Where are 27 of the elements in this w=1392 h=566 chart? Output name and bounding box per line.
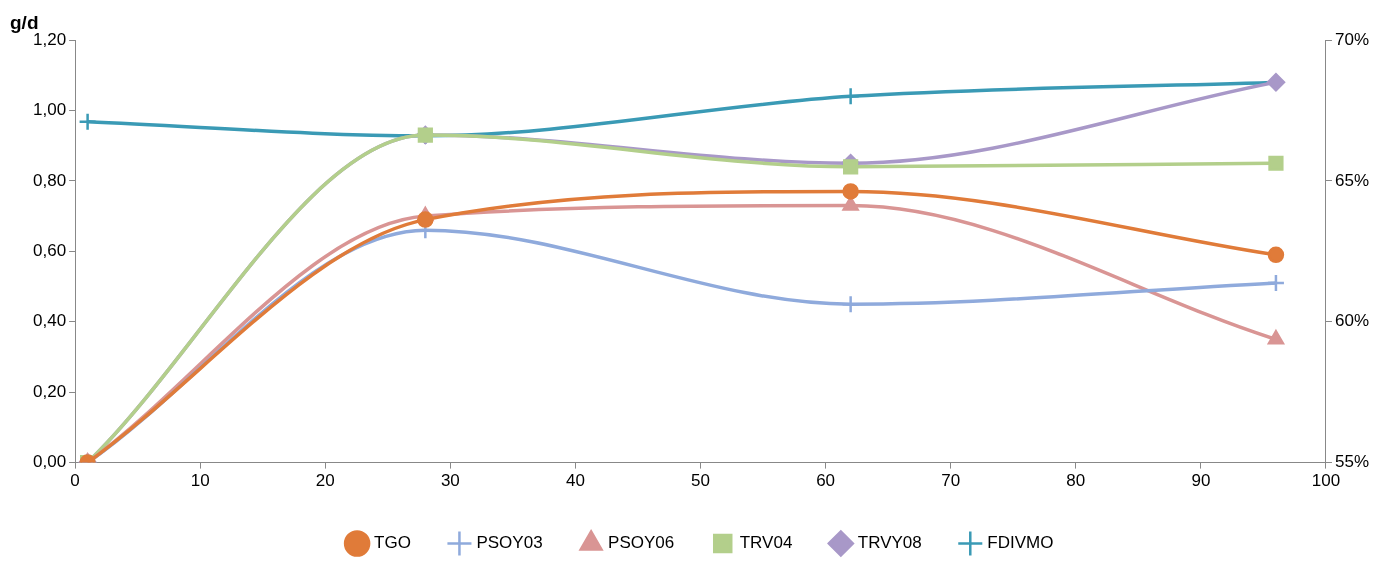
y2-tick-label: 70% [1334,29,1370,49]
x-tick-label: 40 [565,471,585,491]
y2-tick-label: 65% [1334,170,1370,190]
legend-label: TRV04 [739,533,793,553]
y-tick-label: 0,80 [32,170,67,190]
x-tick-label: 60 [816,471,836,491]
y2-tick-label: 60% [1334,311,1370,331]
legend-label: FDIVMO [987,533,1054,553]
legend-label: TRVY08 [857,533,922,553]
y-tick-label: 0,20 [32,381,67,401]
y-tick-label: 0,60 [32,240,67,260]
legend-label: PSOY06 [608,533,675,553]
y-tick-label: 0,00 [32,452,67,472]
x-tick-label: 30 [440,471,460,491]
legend-label: PSOY03 [476,533,543,553]
x-tick-label: 90 [1191,471,1211,491]
y-tick-label: 0,40 [32,311,67,331]
x-tick-label: 100 [1311,471,1341,491]
y-tick-label: 1,00 [32,100,67,120]
x-tick-label: 10 [190,471,210,491]
x-tick-label: 80 [1066,471,1086,491]
y2-tick-label: 55% [1334,452,1370,472]
x-tick-label: 70 [941,471,961,491]
x-tick-label: 50 [691,471,710,491]
legend-label: TGO [374,533,411,553]
x-tick-label: 20 [315,471,335,491]
x-tick-label: 0 [70,471,80,491]
